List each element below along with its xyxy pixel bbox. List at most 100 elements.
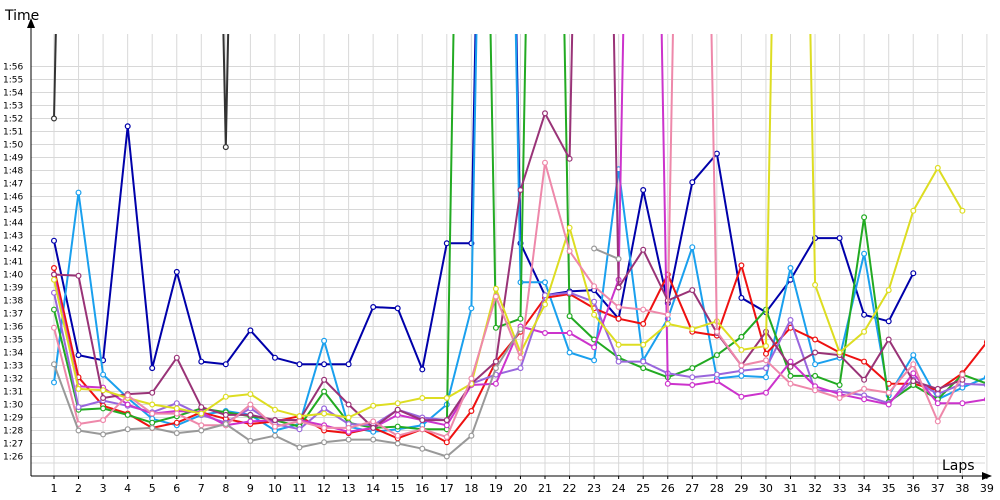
- data-point: [689, 287, 696, 294]
- data-point: [272, 417, 279, 424]
- x-tick-label: 30: [759, 482, 773, 495]
- y-tick-label: 1:42: [3, 245, 23, 255]
- y-axis-title: Time: [4, 8, 39, 24]
- data-point: [124, 411, 131, 418]
- data-point: [443, 453, 450, 460]
- data-point: [468, 408, 475, 415]
- data-point: [468, 432, 475, 439]
- x-tick-label: 17: [440, 482, 454, 495]
- data-point: [517, 354, 524, 361]
- data-point: [591, 245, 598, 252]
- data-point: [149, 424, 156, 431]
- x-tick-label: 31: [784, 482, 798, 495]
- data-point: [345, 424, 352, 431]
- x-tick-label: 16: [415, 482, 429, 495]
- data-point: [173, 268, 180, 275]
- data-point: [738, 367, 745, 374]
- data-point: [419, 426, 426, 433]
- data-point: [394, 411, 401, 418]
- data-point: [566, 349, 573, 356]
- data-point: [812, 361, 819, 368]
- data-point: [75, 385, 82, 392]
- x-tick-label: 33: [833, 482, 847, 495]
- data-point: [762, 374, 769, 381]
- data-point: [296, 361, 303, 368]
- x-tick-label: 37: [931, 482, 945, 495]
- data-point: [149, 401, 156, 408]
- data-point: [492, 365, 499, 372]
- data-point: [419, 395, 426, 402]
- data-point: [443, 240, 450, 247]
- data-point: [321, 405, 328, 412]
- y-tick-label: 1:35: [3, 336, 23, 346]
- data-point: [713, 328, 720, 335]
- data-point: [517, 365, 524, 372]
- data-point: [566, 248, 573, 255]
- data-point: [100, 431, 107, 438]
- data-point: [541, 159, 548, 166]
- data-point: [370, 402, 377, 409]
- data-point: [100, 371, 107, 378]
- data-point: [812, 336, 819, 343]
- x-tick-label: 8: [222, 482, 229, 495]
- data-point: [149, 389, 156, 396]
- data-point: [247, 418, 254, 425]
- x-tick-label: 2: [75, 482, 82, 495]
- data-point: [517, 326, 524, 333]
- data-point: [861, 358, 868, 365]
- data-point: [173, 400, 180, 407]
- data-point: [75, 189, 82, 196]
- x-axis-arrow: [982, 472, 992, 480]
- data-point: [885, 318, 892, 325]
- data-point: [222, 144, 229, 151]
- x-tick-label: 4: [124, 482, 131, 495]
- series-line: [53, 34, 964, 419]
- data-point: [762, 357, 769, 364]
- data-point: [787, 380, 794, 387]
- y-tick-label: 1:27: [3, 440, 23, 450]
- data-point: [50, 115, 57, 122]
- data-point: [689, 244, 696, 251]
- data-point: [198, 358, 205, 365]
- data-point: [934, 164, 941, 171]
- data-point: [615, 341, 622, 348]
- data-point: [272, 432, 279, 439]
- x-axis-title: Laps: [942, 458, 975, 474]
- data-point: [861, 396, 868, 403]
- data-point: [394, 400, 401, 407]
- x-tick-label: 12: [317, 482, 331, 495]
- data-point: [247, 437, 254, 444]
- data-point: [689, 365, 696, 372]
- data-point: [713, 378, 720, 385]
- y-tick-label: 1:26: [3, 453, 23, 463]
- data-point: [934, 400, 941, 407]
- data-point: [492, 380, 499, 387]
- data-point: [910, 361, 917, 368]
- x-tick-label: 34: [857, 482, 871, 495]
- data-point: [492, 293, 499, 300]
- data-point: [910, 352, 917, 359]
- data-point: [959, 400, 966, 407]
- data-point: [272, 406, 279, 413]
- x-tick-label: 28: [710, 482, 724, 495]
- data-point: [615, 304, 622, 311]
- data-point: [640, 320, 647, 327]
- data-point: [75, 272, 82, 279]
- data-point: [100, 387, 107, 394]
- data-point: [272, 423, 279, 430]
- data-point: [640, 358, 647, 365]
- data-point: [100, 405, 107, 412]
- data-point: [934, 385, 941, 392]
- data-point: [50, 276, 57, 283]
- x-tick-label: 24: [612, 482, 626, 495]
- data-point: [787, 317, 794, 324]
- y-tick-label: 1:34: [3, 349, 23, 359]
- data-point: [222, 421, 229, 428]
- data-point: [885, 401, 892, 408]
- data-point: [713, 150, 720, 157]
- data-point: [689, 179, 696, 186]
- data-point: [861, 214, 868, 221]
- data-point: [689, 382, 696, 389]
- series: [50, 34, 985, 460]
- data-point: [591, 344, 598, 351]
